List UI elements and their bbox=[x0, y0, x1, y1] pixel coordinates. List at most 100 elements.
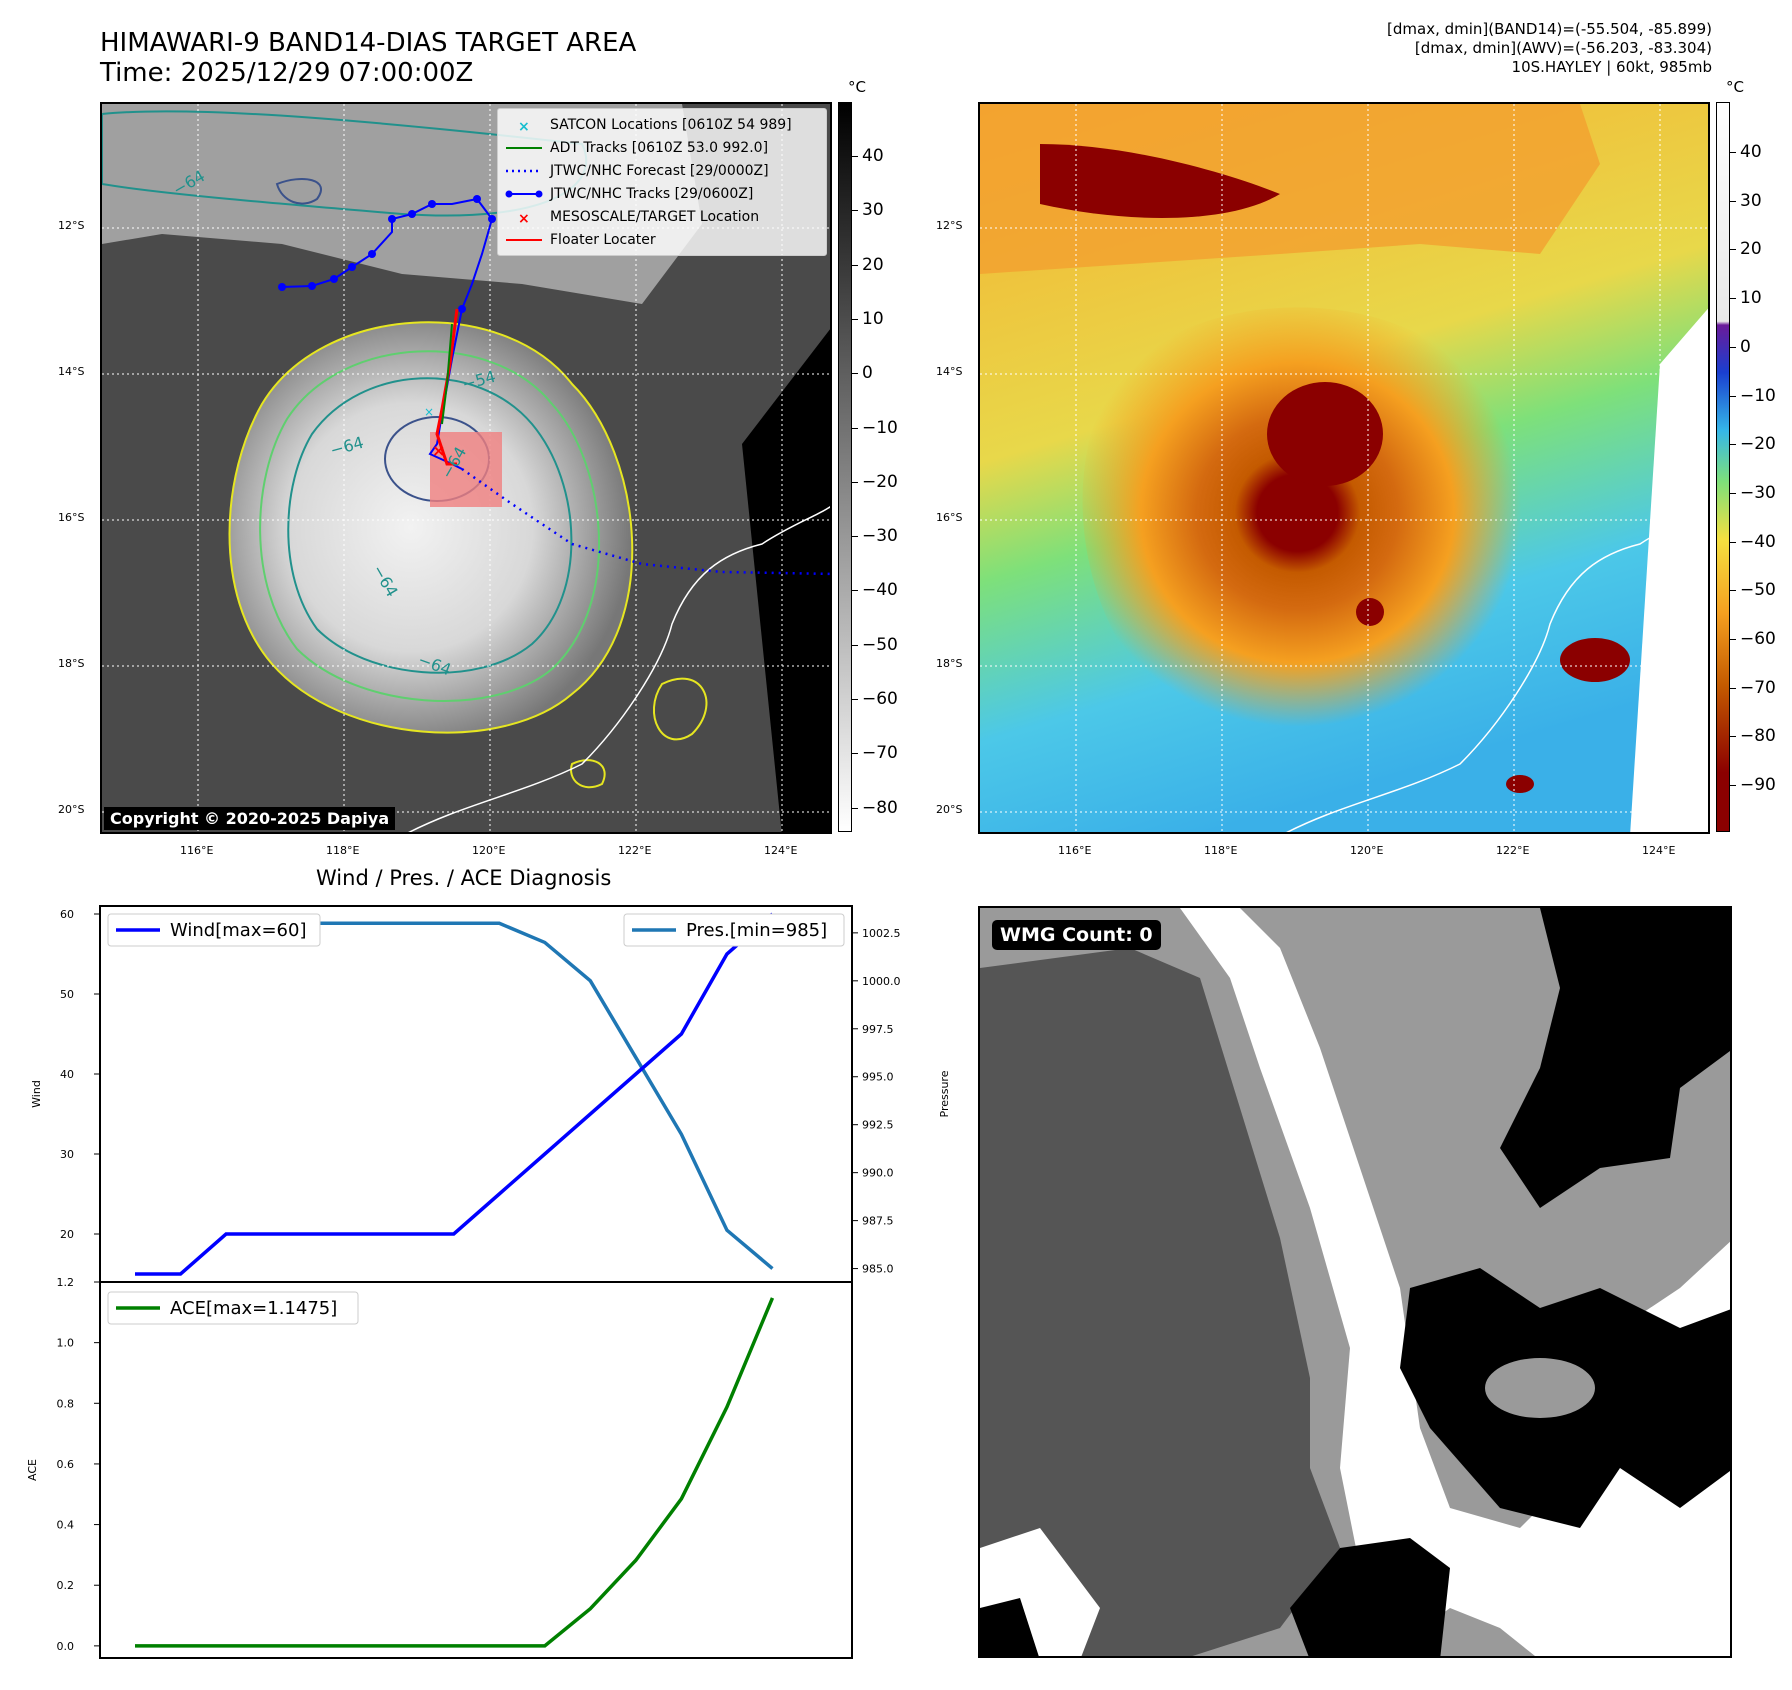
ace-ytick-label: 0.6 bbox=[57, 1458, 75, 1471]
colorbar-tick-mark bbox=[1730, 444, 1736, 446]
pressure-ytick-label: 1002.5 bbox=[862, 927, 901, 940]
lat-label: 16°S bbox=[58, 511, 85, 524]
enhanced-north-band bbox=[980, 104, 1600, 274]
ace-ytick-label: 1.0 bbox=[57, 1337, 75, 1350]
legend-symbol-adt bbox=[506, 146, 542, 149]
lat-label: 14°S bbox=[58, 365, 85, 378]
colorbar-right-unit: °C bbox=[1726, 78, 1744, 96]
svg-text:×: × bbox=[518, 119, 530, 135]
enhanced-cell-c bbox=[1506, 775, 1534, 793]
colorbar-tick-mark bbox=[852, 427, 858, 429]
colorbar-tick-mark bbox=[1730, 541, 1736, 543]
colorbar-tick-mark bbox=[852, 373, 858, 375]
ace-axes-frame bbox=[99, 1281, 853, 1659]
enhanced-cyclone-core bbox=[1267, 382, 1383, 486]
info-line1: [dmax, dmin](BAND14)=(-55.504, -85.899) bbox=[1387, 20, 1712, 38]
colorbar-left-unit: °C bbox=[848, 78, 866, 96]
lon-label: 124°E bbox=[764, 844, 798, 857]
colorbar-tick-label: −40 bbox=[862, 580, 898, 601]
coastline bbox=[408, 505, 830, 832]
colorbar-tick-label: 30 bbox=[1740, 190, 1762, 211]
colorbar-tick-mark bbox=[1730, 395, 1736, 397]
ace-legend-box bbox=[107, 1291, 359, 1325]
enhanced-cell-b bbox=[1560, 638, 1630, 682]
diagnosis-chart-svg: 20 30 40 50 60 985.0 987.5 990.0 992.5 995.0 997.… bbox=[26, 905, 951, 1659]
info-line2: [dmax, dmin](AWV)=(-56.203, -83.304) bbox=[1414, 39, 1712, 57]
info-line3: 10S.HAYLEY | 60kt, 985mb bbox=[1511, 58, 1712, 76]
legend-item-forecast: JTWC/NHC Forecast [29/0000Z] bbox=[504, 159, 820, 182]
colorbar-tick-label: −50 bbox=[862, 634, 898, 655]
legend-symbol-forecast bbox=[506, 169, 542, 172]
lat-label: 14°S bbox=[936, 365, 963, 378]
wmg-gray-patch bbox=[1485, 1358, 1595, 1418]
jtwc-forecast-track bbox=[461, 467, 830, 576]
wind-pres-axes-frame bbox=[99, 905, 853, 1283]
colorbar-tick-mark bbox=[1730, 590, 1736, 592]
map-legend: × SATCON Locations [0610Z 54 989] ADT Tr… bbox=[497, 108, 827, 256]
enhanced-cyclone bbox=[1082, 307, 1530, 736]
colorbar-tick-label: −30 bbox=[1740, 482, 1776, 503]
pressure-legend: Pres.[min=985] bbox=[623, 913, 845, 947]
pressure-yticks: 985.0 987.5 990.0 992.5 995.0 997.5 1000.0 1002… bbox=[852, 927, 901, 1276]
legend-label: MESOSCALE/TARGET Location bbox=[550, 208, 760, 225]
diagnosis-title: Wind / Pres. / ACE Diagnosis bbox=[316, 866, 612, 890]
colorbar-tick-label: −20 bbox=[862, 471, 898, 492]
ir-map-panel: × × −64 −64 −64 −64 −64 −54 × SATCON Loc… bbox=[100, 102, 832, 834]
colorbar-tick-label: 0 bbox=[862, 363, 873, 384]
enhanced-map-panel bbox=[978, 102, 1710, 834]
wind-series-line bbox=[135, 912, 774, 1276]
colorbar-tick-mark bbox=[1730, 200, 1736, 202]
colorbar-tick-label: −50 bbox=[1740, 580, 1776, 601]
legend-symbol-satcon: × bbox=[518, 119, 530, 135]
colorbar-tick-mark bbox=[852, 753, 858, 755]
lon-label: 120°E bbox=[472, 844, 506, 857]
wind-axis-label: Wind bbox=[30, 1080, 43, 1108]
ace-yticks: 0.0 0.2 0.4 0.6 0.8 1.0 1.2 bbox=[57, 1276, 100, 1653]
wmg-panel: WMG Count: 0 bbox=[978, 906, 1732, 1658]
target-marker: × bbox=[432, 441, 445, 460]
pressure-ytick-label: 995.0 bbox=[862, 1071, 894, 1084]
legend-item-target: × MESOSCALE/TARGET Location bbox=[504, 205, 820, 228]
colorbar-tick-label: −80 bbox=[1740, 726, 1776, 747]
wmg-dark-gray-region bbox=[980, 948, 1340, 1656]
wind-ytick-label: 60 bbox=[60, 908, 74, 921]
colorbar-tick-label: −60 bbox=[862, 689, 898, 709]
pressure-ytick-label: 987.5 bbox=[862, 1215, 894, 1228]
enhanced-gridlines bbox=[980, 104, 1708, 832]
wind-ytick-label: 40 bbox=[60, 1068, 74, 1081]
floater-locater-track bbox=[435, 308, 459, 466]
colorbar-tick-label: −10 bbox=[1740, 385, 1776, 406]
colorbar-tick-mark bbox=[852, 699, 858, 700]
pressure-series-line bbox=[135, 921, 774, 1270]
colorbar-tick-mark bbox=[1730, 687, 1736, 689]
wmg-count-label: WMG Count: 0 bbox=[992, 920, 1161, 950]
colorbar-tick-mark bbox=[852, 264, 858, 266]
colorbar-tick-mark bbox=[1730, 298, 1736, 300]
colorbar-tick-mark bbox=[1730, 785, 1736, 787]
pressure-ytick-label: 985.0 bbox=[862, 1263, 894, 1276]
pressure-axis-label: Pressure bbox=[938, 1070, 951, 1117]
colorbar-tick-mark bbox=[1730, 152, 1736, 153]
legend-item-adt: ADT Tracks [0610Z 53.0 992.0] bbox=[504, 136, 820, 159]
wind-ytick-label: 50 bbox=[60, 988, 74, 1001]
lon-label: 120°E bbox=[1350, 844, 1384, 857]
colorbar-left bbox=[838, 102, 852, 832]
colorbar-tick-label: 40 bbox=[862, 146, 884, 166]
ace-series-line bbox=[135, 1297, 775, 1648]
pressure-legend-label: Pres.[min=985] bbox=[686, 920, 827, 941]
pressure-ytick-label: 1000.0 bbox=[862, 975, 901, 988]
lon-label: 118°E bbox=[1204, 844, 1238, 857]
lat-label: 18°S bbox=[936, 657, 963, 670]
colorbar-tick-label: −90 bbox=[1740, 775, 1776, 796]
copyright-label: Copyright © 2020-2025 Dapiya bbox=[104, 807, 396, 830]
colorbar-tick-label: −80 bbox=[862, 797, 898, 818]
ir-no-data-edge bbox=[742, 329, 830, 832]
lon-label: 118°E bbox=[326, 844, 360, 857]
pressure-legend-box bbox=[623, 913, 845, 947]
wind-legend: Wind[max=60] bbox=[107, 913, 321, 947]
legend-label: ADT Tracks [0610Z 53.0 992.0] bbox=[550, 139, 769, 156]
ace-ytick-label: 1.2 bbox=[57, 1276, 75, 1289]
lat-label: 20°S bbox=[936, 803, 963, 816]
legend-item-satcon: × SATCON Locations [0610Z 54 989] bbox=[504, 113, 820, 136]
colorbar-tick-label: −30 bbox=[862, 526, 898, 547]
